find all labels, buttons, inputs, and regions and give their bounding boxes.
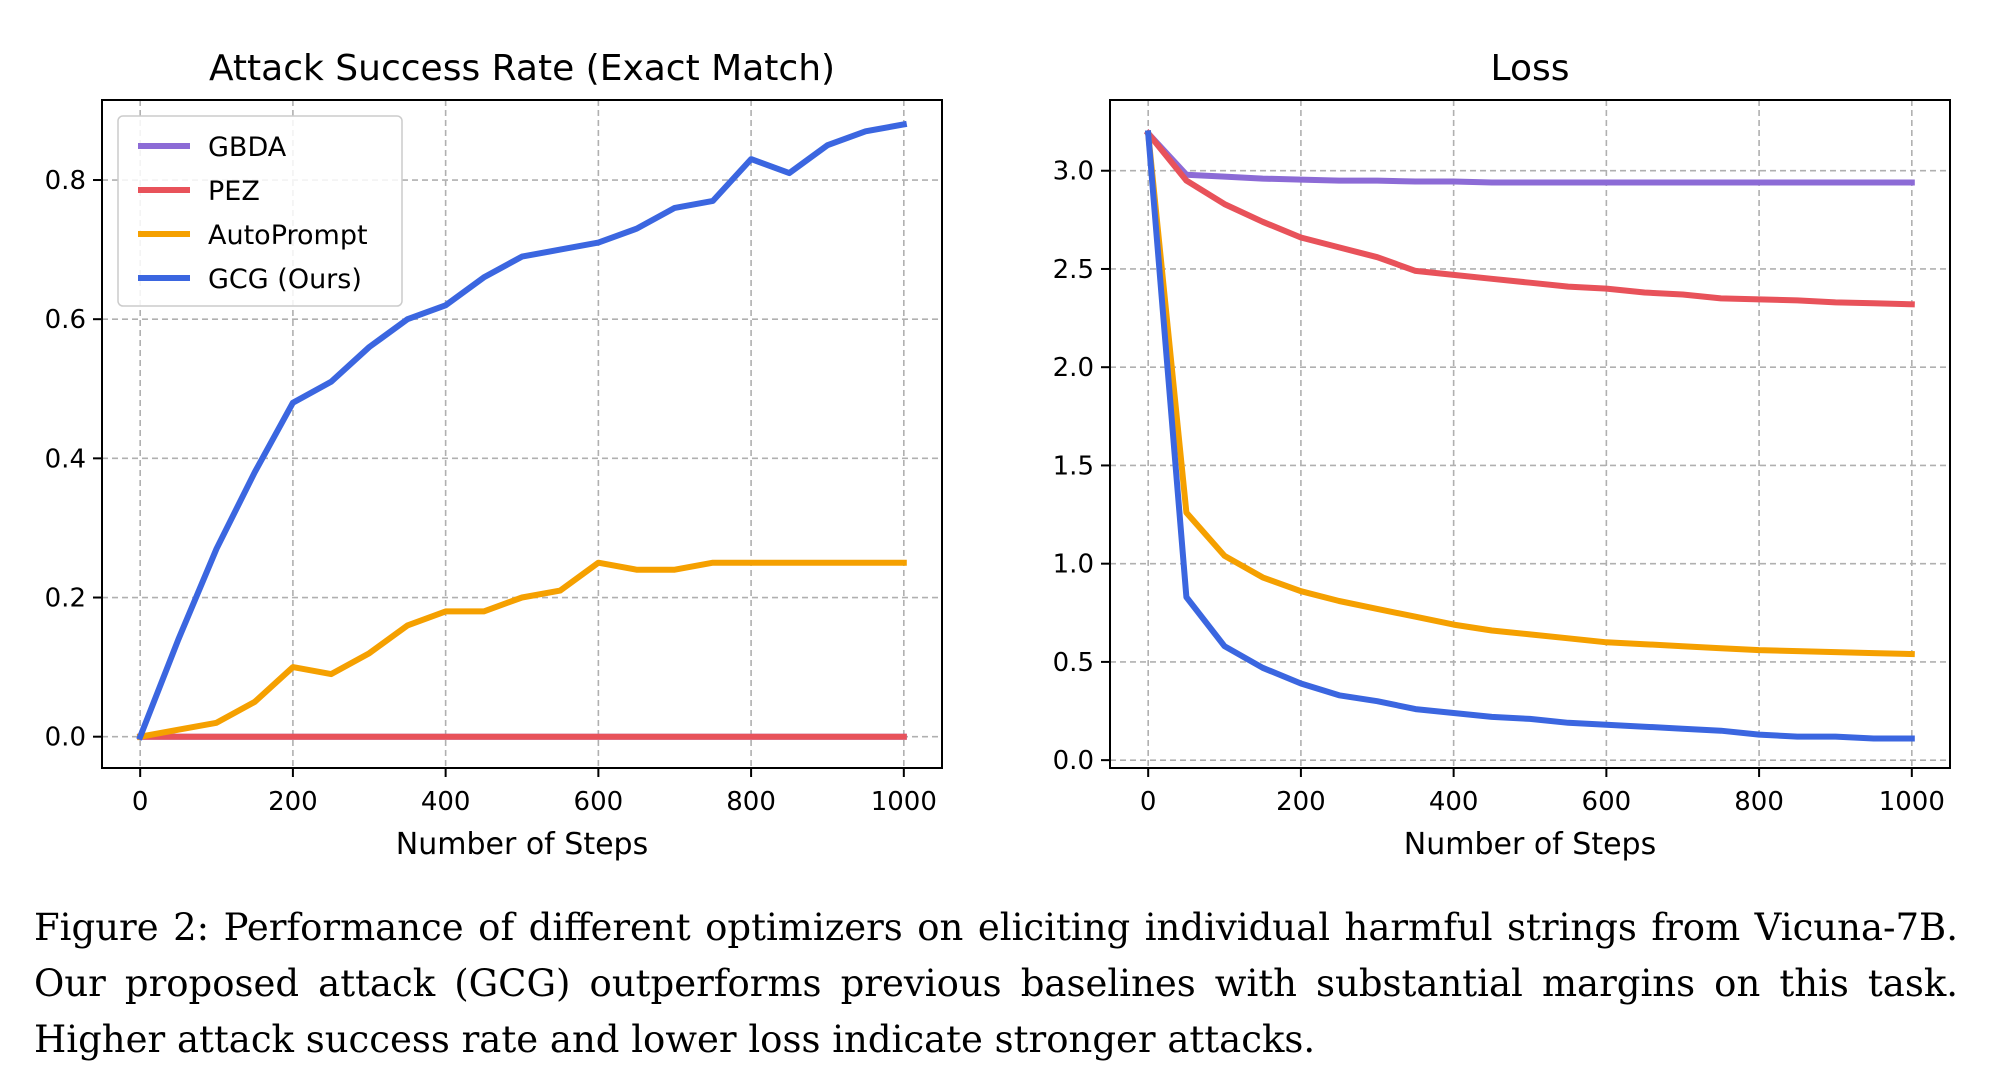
x-tick-label: 200	[268, 787, 318, 817]
legend-label: GBDA	[208, 132, 287, 163]
legend: GBDA PEZ AutoPrompt GCG (Ours)	[117, 115, 403, 307]
series-line-gbda	[1143, 129, 1915, 186]
x-tick-label: 200	[1276, 787, 1326, 817]
series-line-autoprompt	[136, 559, 907, 741]
chart-panel-1: 0 200 400 600 800 1000 0.0 0.2 0.4 0.6 0.8 Attack S…	[45, 48, 943, 862]
plot-frame	[101, 99, 943, 769]
figure-caption: Figure 2: Performance of different optim…	[34, 906, 1958, 1061]
y-tick-label: 0.0	[45, 723, 86, 753]
legend-box	[117, 115, 403, 307]
x-tick-label: 1000	[871, 787, 937, 817]
y-tick-label: 0.8	[45, 166, 86, 196]
x-tick-label: 0	[132, 787, 149, 817]
y-tick-label: 0.2	[45, 584, 86, 614]
series-line-autoprompt	[1144, 130, 1915, 658]
y-tick-label: 1.5	[1053, 451, 1094, 481]
y-tick-label: 0.0	[1053, 746, 1094, 776]
y-tick-label: 2.0	[1053, 353, 1094, 383]
y-tick-label: 2.5	[1053, 255, 1094, 285]
chart-title: Attack Success Rate (Exact Match)	[209, 48, 835, 89]
y-tick-label: 0.6	[45, 305, 86, 335]
y-tick-label: 1.0	[1053, 550, 1094, 580]
x-axis-label: Number of Steps	[396, 827, 648, 862]
x-tick-label: 800	[1734, 787, 1784, 817]
chart-title: Loss	[1491, 48, 1570, 89]
plot-frame	[1109, 99, 1951, 769]
chart-panel-2: 0 200 400 600 800 1000 0.0 0.5 1.0 1.5 2.0 2.5 3.0 Lo…	[1053, 48, 1951, 862]
y-tick-label: 0.4	[45, 444, 86, 474]
legend-label: GCG (Ours)	[208, 264, 362, 295]
x-tick-label: 0	[1140, 787, 1157, 817]
series-line-pez	[1143, 129, 1915, 308]
y-tick-label: 3.0	[1053, 157, 1094, 187]
figure: 0 200 400 600 800 1000 0.0 0.2 0.4 0.6 0.8 Attack S…	[45, 48, 1951, 862]
series-line-gcg-ours	[1144, 130, 1915, 742]
x-tick-label: 800	[726, 787, 776, 817]
legend-label: AutoPrompt	[208, 220, 368, 251]
x-tick-label: 600	[574, 787, 624, 817]
x-axis-label: Number of Steps	[1404, 827, 1656, 862]
y-tick-label: 0.5	[1053, 648, 1094, 678]
x-tick-label: 400	[421, 787, 471, 817]
x-tick-label: 400	[1429, 787, 1479, 817]
x-tick-label: 1000	[1879, 787, 1945, 817]
legend-label: PEZ	[208, 176, 260, 207]
series-line-gcg-ours	[136, 120, 908, 741]
x-tick-label: 600	[1582, 787, 1632, 817]
